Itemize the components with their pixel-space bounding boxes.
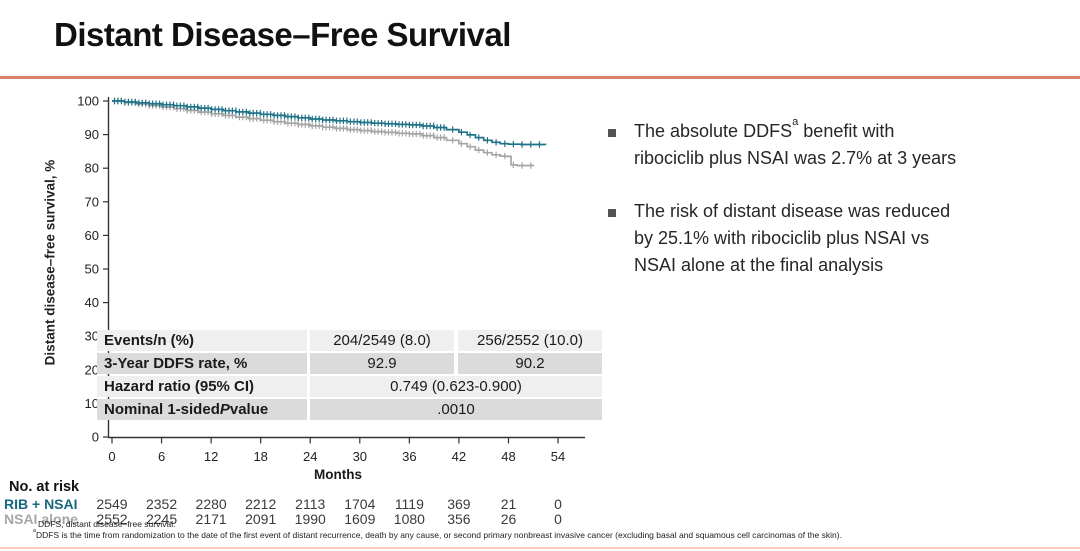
y-tick-label: 90: [85, 127, 99, 142]
km-curve-rib-nsai: [112, 100, 547, 146]
at-risk-count: 2352: [146, 496, 177, 512]
y-tick-label: 10: [85, 396, 99, 411]
at-risk-count: 2280: [196, 496, 227, 512]
at-risk-count: 0: [554, 511, 562, 527]
y-axis-label: Distant disease–free survival, %: [42, 159, 58, 366]
y-tick-label: 0: [92, 430, 99, 445]
bottom-accent-rule: [0, 547, 1080, 549]
stats-row-events-rib: 204/2549 (8.0): [310, 330, 454, 351]
x-tick-label: 54: [551, 449, 565, 464]
at-risk-count: 21: [501, 496, 517, 512]
bullet-square-icon: [608, 209, 616, 217]
y-tick-label: 50: [85, 262, 99, 277]
stats-row-pvalue-value: .0010: [310, 399, 602, 420]
x-tick-label: 42: [452, 449, 466, 464]
at-risk-count: 2245: [146, 511, 177, 527]
bullet-square-icon: [608, 129, 616, 137]
bullet-2: The risk of distant disease was reduced …: [634, 198, 1042, 279]
stats-row-events-label: Events/n (%): [97, 330, 307, 351]
bullet-1-post: benefit with ribociclib plus NSAI was 2.…: [634, 121, 957, 168]
stats-header-rib-nsai: RIB + NSAI: [342, 305, 422, 323]
pvalue-label-italic-p: P: [219, 401, 230, 418]
bullet-1-sup: a: [792, 115, 799, 128]
y-tick-label: 70: [85, 194, 99, 209]
x-tick-label: 12: [204, 449, 218, 464]
stats-header-nsai-alone: NSAI alone: [490, 305, 570, 323]
x-tick-label: 0: [108, 449, 115, 464]
x-tick-label: 24: [303, 449, 317, 464]
slide-title: Distant Disease–Free Survival: [54, 16, 511, 53]
y-tick-label: 100: [77, 94, 99, 109]
at-risk-count: 26: [501, 511, 517, 527]
at-risk-count: 2212: [245, 496, 276, 512]
y-tick-label: 30: [85, 329, 99, 344]
x-tick-label: 30: [353, 449, 367, 464]
footnote-sup-a: a: [33, 527, 36, 534]
at-risk-count: 2549: [96, 496, 127, 512]
stats-row-hazard-label: Hazard ratio (95% CI): [97, 376, 307, 397]
y-tick-label: 40: [85, 295, 99, 310]
at-risk-count: 0: [554, 496, 562, 512]
pvalue-label-post: value: [229, 401, 269, 418]
y-tick-label: 80: [85, 161, 99, 176]
at-risk-count: 2091: [245, 511, 276, 527]
at-risk-count: 1704: [344, 496, 375, 512]
x-tick-label: 6: [158, 449, 165, 464]
at-risk-label-nsai-alone: NSAI alone: [4, 511, 78, 527]
stats-row-ddfs-rate-nsai: 90.2: [458, 353, 602, 374]
stats-row-ddfs-rate-rib: 92.9: [310, 353, 454, 374]
footnote-ddfs-definition: aDDFS is the time from randomization to …: [33, 527, 842, 540]
footnote-abbreviation: DDFS, distant disease–free survival.: [38, 519, 176, 529]
bullet-2-pre: The risk of distant disease was reduced …: [634, 201, 951, 275]
stats-row-pvalue-label: Nominal 1-sided P value: [97, 399, 307, 420]
y-tick-label: 60: [85, 228, 99, 243]
at-risk-count: 2171: [196, 511, 227, 527]
x-tick-label: 18: [253, 449, 267, 464]
stats-row-events-nsai: 256/2552 (10.0): [458, 330, 602, 351]
censor-ticks-rib-nsai: [113, 97, 541, 148]
bullet-1-pre: The absolute DDFS: [634, 121, 793, 141]
at-risk-count: 2552: [96, 511, 127, 527]
at-risk-count: 1609: [344, 511, 375, 527]
footnote-ddfs-text: DDFS is the time from randomization to t…: [35, 530, 842, 540]
at-risk-count: 1080: [394, 511, 425, 527]
title-accent-rule: [0, 76, 1080, 79]
at-risk-count: 2113: [295, 496, 325, 512]
stats-row-ddfs-rate-label: 3-Year DDFS rate, %: [97, 353, 307, 374]
at-risk-count: 1990: [295, 511, 326, 527]
x-tick-label: 36: [402, 449, 416, 464]
y-tick-label: 20: [85, 362, 99, 377]
stats-row-hazard-value: 0.749 (0.623-0.900): [310, 376, 602, 397]
at-risk-label-rib-nsai: RIB + NSAI: [4, 496, 78, 512]
x-axis-label: Months: [314, 467, 362, 482]
at-risk-count: 356: [447, 511, 471, 527]
at-risk-count: 1119: [395, 496, 424, 512]
bullet-1: The absolute DDFSa benefit with ribocicl…: [634, 115, 1042, 172]
x-tick-label: 48: [501, 449, 515, 464]
at-risk-count: 369: [447, 496, 471, 512]
pvalue-label-pre: Nominal 1-sided: [104, 401, 220, 418]
no-at-risk-heading: No. at risk: [9, 479, 80, 495]
